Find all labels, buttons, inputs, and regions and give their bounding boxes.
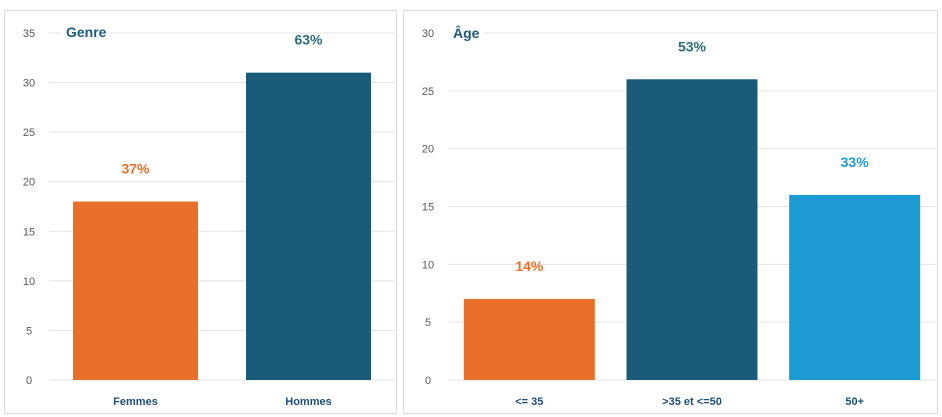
chart-1-y-tick-label: 25 <box>422 86 434 98</box>
chart-1-data-label: 33% <box>841 154 870 170</box>
chart-1-bar <box>463 299 595 380</box>
genre-chart: 0 5 10 15 20 25 30 35 Genre 37% Femmes 63% Hommes <box>23 23 395 408</box>
chart-0-x-tick-label: Femmes <box>113 396 158 408</box>
chart-1-data-label: 14% <box>515 258 544 274</box>
chart-0-x-tick-label: Hommes <box>285 396 331 408</box>
chart-0-title: Genre <box>66 24 107 40</box>
chart-0-bar <box>73 201 198 380</box>
chart-1-y-tick-label: 30 <box>422 28 434 40</box>
chart-0-y-tick-label: 5 <box>26 325 32 337</box>
genre-chart-panel: 0 5 10 15 20 25 30 35 Genre 37% Femmes 63% Hommes <box>4 10 397 414</box>
chart-0-bar <box>246 72 371 381</box>
chart-1-y-tick-label: 20 <box>422 144 434 156</box>
chart-0-y-tick-label: 20 <box>23 177 35 189</box>
chart-1-y-tick-label: 10 <box>422 259 434 271</box>
chart-1-y-tick-label: 15 <box>422 202 434 214</box>
chart-0-y-tick-label: 30 <box>23 78 35 90</box>
chart-0-title-bg <box>62 23 111 43</box>
chart-0-y-tick-label: 10 <box>23 276 35 288</box>
chart-0-y-tick-label: 25 <box>23 127 35 139</box>
chart-1-x-tick-label: >35 et <=50 <box>662 396 722 408</box>
chart-1-title: Âge <box>453 24 480 41</box>
chart-0-data-label: 37% <box>121 161 150 177</box>
age-chart: 0 5 10 15 20 25 30 Âge 14% <= 35 53% >35 et <=50 33%… <box>422 24 936 408</box>
chart-1-title-bg <box>449 24 484 44</box>
chart-1-bar <box>789 194 921 380</box>
chart-1-y-tick-label: 0 <box>425 375 431 387</box>
chart-1-x-tick-label: 50+ <box>845 396 864 408</box>
age-chart-panel: 0 5 10 15 20 25 30 Âge 14% <= 35 53% >35 et <=50 33%… <box>403 10 938 414</box>
chart-1-bar <box>626 79 758 381</box>
chart-0-y-tick-label: 15 <box>23 226 35 238</box>
chart-0-data-label: 63% <box>294 32 323 48</box>
chart-1-y-tick-label: 5 <box>425 317 431 329</box>
chart-0-y-tick-label: 35 <box>23 28 35 40</box>
chart-1-x-tick-label: <= 35 <box>515 396 543 408</box>
chart-0-y-tick-label: 0 <box>26 375 32 387</box>
chart-1-data-label: 53% <box>678 38 707 54</box>
